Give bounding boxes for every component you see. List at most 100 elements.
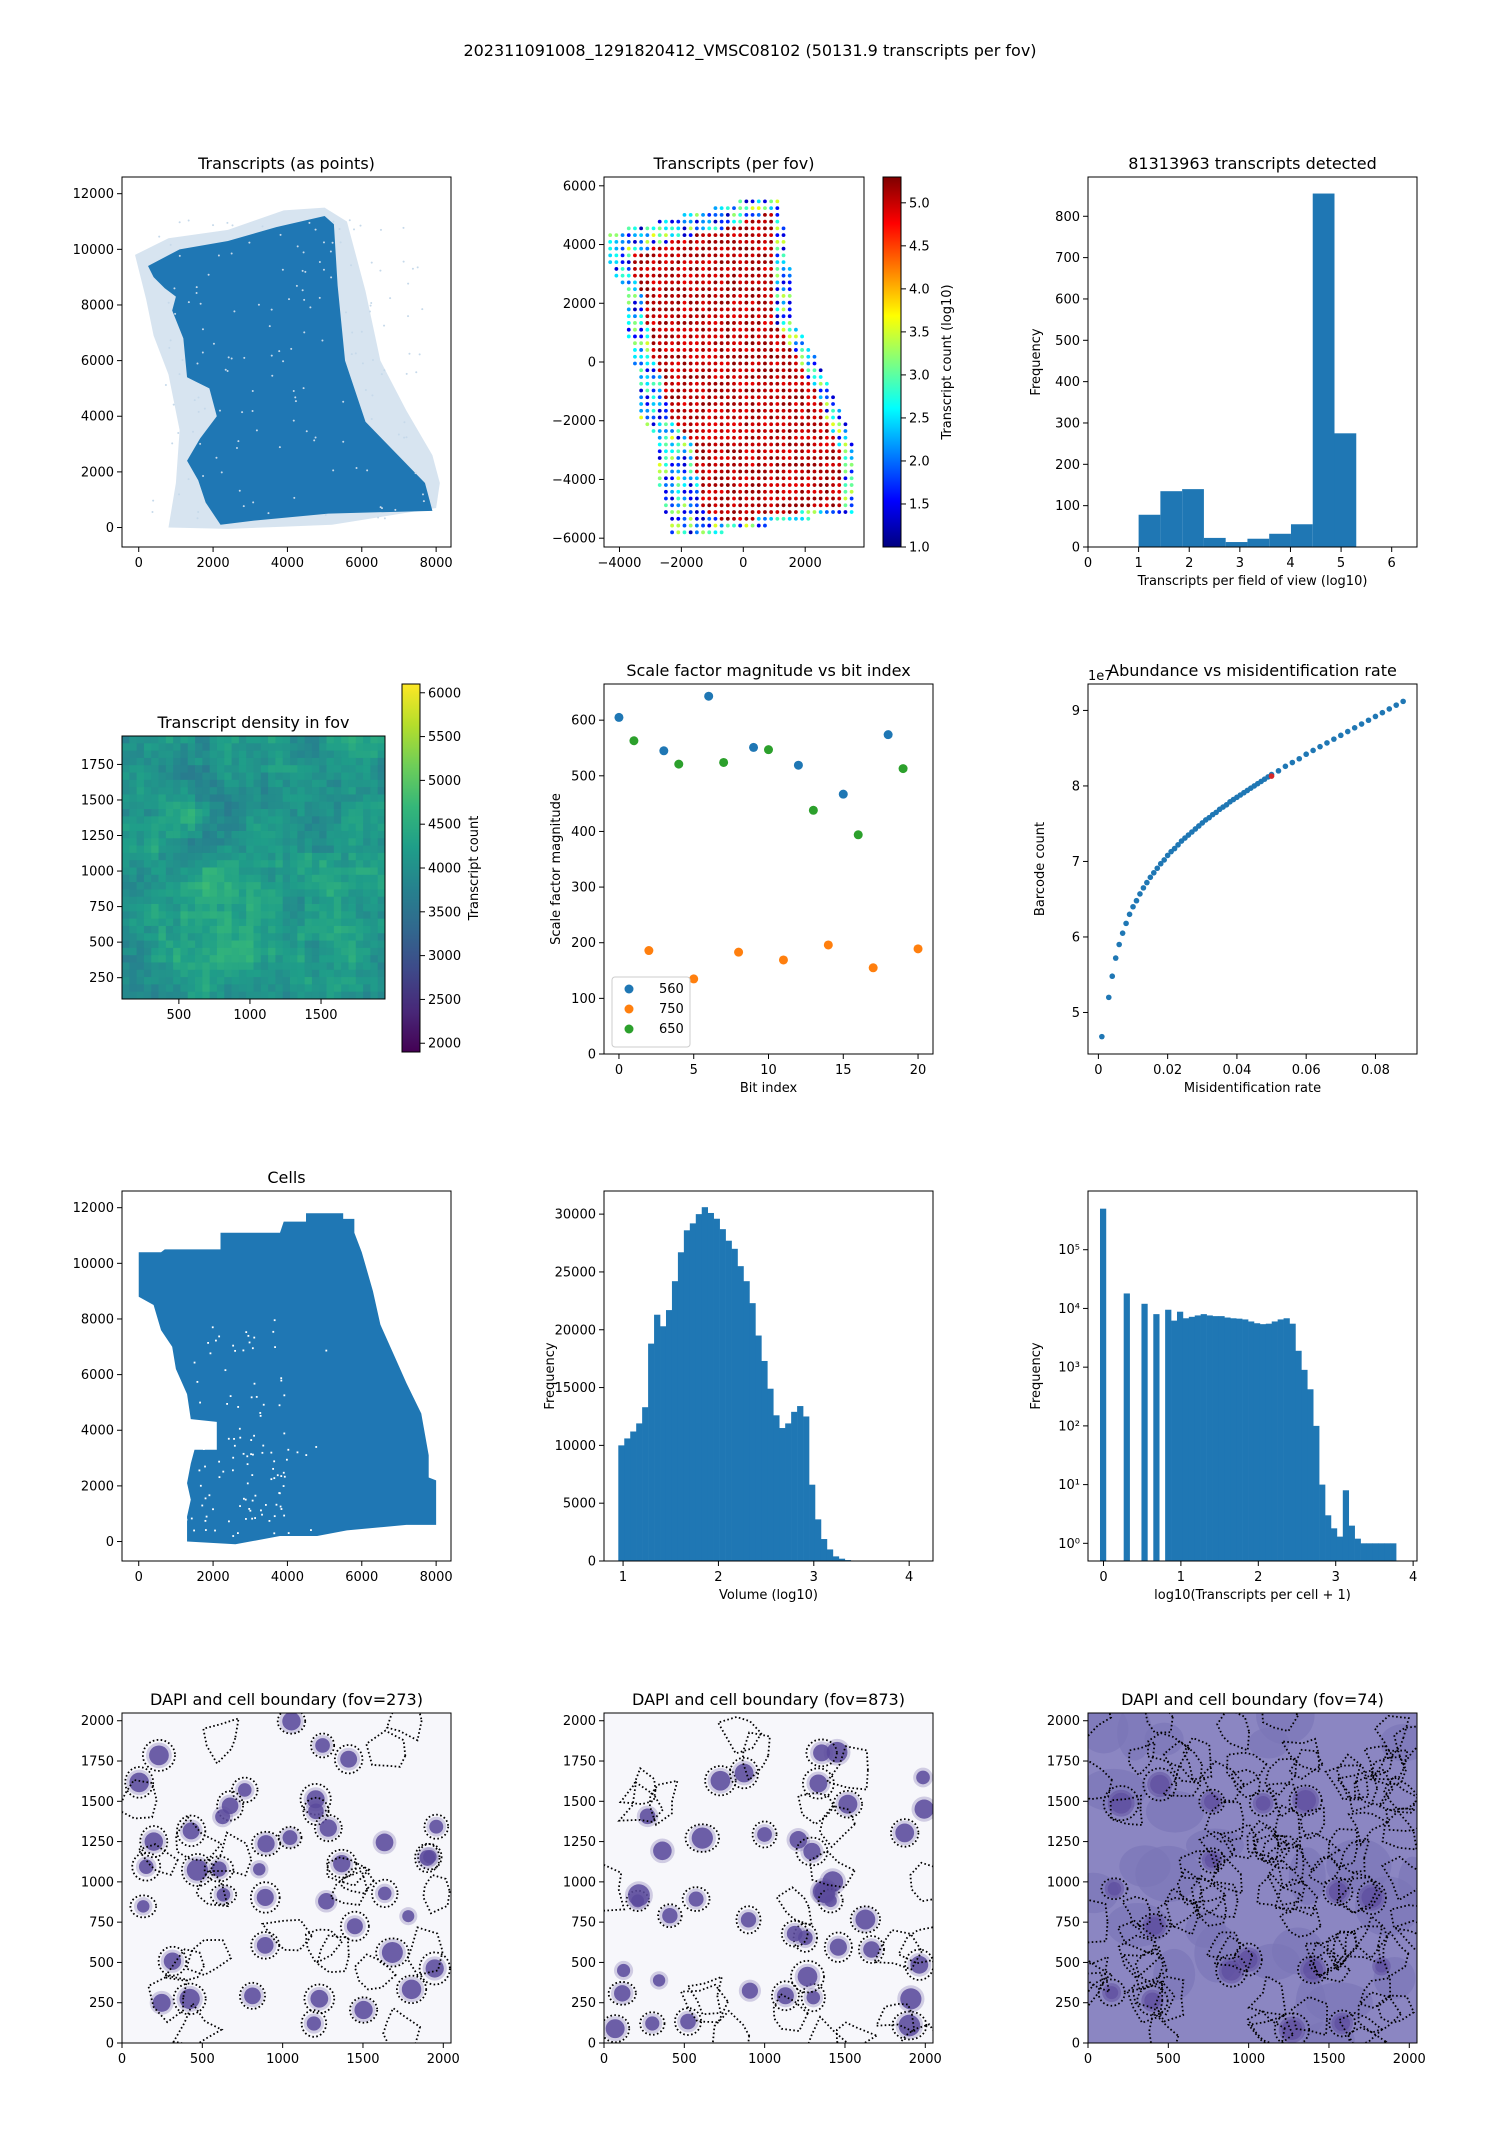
- density-cell: [297, 750, 306, 759]
- fov-point: [843, 510, 848, 514]
- histogram-bar: [797, 1406, 804, 1561]
- density-cell: [231, 787, 240, 795]
- density-cell: [129, 750, 138, 759]
- fov-point: [763, 422, 767, 427]
- density-cell: [224, 838, 232, 846]
- fov-point: [682, 510, 687, 514]
- fov-point: [664, 361, 668, 366]
- fov-point: [707, 287, 712, 292]
- density-cell: [231, 765, 240, 773]
- cell-boundary: [395, 1974, 428, 2005]
- cell-boundary: [1335, 1769, 1379, 1813]
- fov-point: [781, 287, 786, 292]
- fov-point: [670, 239, 674, 244]
- cells-gap: [276, 1474, 279, 1477]
- density-cell: [348, 918, 357, 927]
- density-cell: [136, 743, 145, 752]
- fov-point: [769, 260, 774, 265]
- fov-point: [756, 206, 761, 211]
- barcode-point: [1351, 724, 1358, 731]
- fov-point: [812, 429, 817, 433]
- density-cell: [348, 889, 357, 898]
- fov-point: [719, 442, 724, 447]
- density-cell: [202, 838, 211, 846]
- fov-point: [818, 422, 823, 427]
- density-cell: [202, 750, 211, 759]
- dapi-texture: [1288, 1847, 1326, 1905]
- transcript-point: [408, 352, 411, 355]
- fov-point: [812, 489, 817, 494]
- dapi-nucleus: [354, 2000, 373, 2020]
- fov-point: [732, 496, 736, 501]
- density-cell: [129, 765, 138, 773]
- density-cell: [238, 896, 247, 905]
- density-cell: [275, 765, 284, 773]
- density-cell: [326, 984, 335, 993]
- fov-point: [732, 462, 736, 467]
- colorbar-gradient: [883, 177, 901, 547]
- fov-point: [707, 422, 712, 427]
- dapi-nucleus: [838, 1794, 858, 1814]
- fov-point: [744, 348, 749, 352]
- dapi-nucleus: [1110, 1792, 1132, 1814]
- fov-point: [806, 435, 811, 440]
- density-cell: [260, 801, 269, 810]
- density-cell: [275, 750, 284, 759]
- cells-gap: [283, 1432, 286, 1435]
- fov-point: [794, 469, 798, 474]
- fov-point: [682, 415, 687, 420]
- density-cell: [304, 962, 313, 971]
- dapi-nucleus: [645, 2016, 660, 2031]
- density-cell: [151, 911, 159, 920]
- fov-point: [725, 496, 730, 501]
- chart-title: Transcripts (per fov): [653, 154, 815, 173]
- fov-point: [651, 226, 656, 231]
- fov-point: [651, 395, 656, 400]
- fov-point: [657, 354, 662, 359]
- density-cell: [355, 969, 364, 978]
- density-cell: [326, 750, 335, 759]
- fov-point: [744, 510, 749, 514]
- fov-point: [769, 280, 774, 285]
- transcript-point: [322, 241, 325, 244]
- density-cell: [238, 852, 247, 861]
- density-cell: [348, 801, 357, 810]
- fov-point: [769, 435, 774, 440]
- density-cell: [370, 765, 379, 773]
- fov-point: [763, 348, 767, 352]
- transcript-point: [187, 301, 190, 304]
- fov-point: [756, 388, 761, 393]
- density-cell: [341, 736, 349, 744]
- density-cell: [253, 750, 262, 759]
- fov-point: [781, 280, 786, 285]
- fov-point: [831, 476, 835, 481]
- transcript-point: [248, 241, 251, 244]
- fov-point: [750, 476, 755, 481]
- density-cell: [151, 779, 159, 788]
- fov-point: [744, 375, 749, 379]
- density-cell: [143, 969, 152, 978]
- density-cell: [224, 757, 232, 766]
- density-cell: [209, 750, 218, 759]
- fov-point: [806, 449, 811, 454]
- density-cell: [195, 823, 203, 832]
- fov-point: [682, 408, 687, 413]
- fov-point: [787, 354, 792, 359]
- density-cell: [268, 947, 276, 956]
- density-cell: [326, 779, 335, 788]
- density-cell: [202, 969, 211, 978]
- fov-point: [701, 267, 705, 271]
- fov-point: [781, 368, 786, 373]
- transcript-point: [339, 241, 342, 244]
- density-cell: [333, 904, 342, 912]
- fov-point: [818, 402, 823, 406]
- density-cell: [246, 845, 254, 854]
- density-cell: [136, 991, 145, 1000]
- fov-point: [763, 226, 767, 231]
- cell-boundary: [1233, 1942, 1263, 1977]
- density-cell: [268, 794, 276, 803]
- cell-boundary: [1200, 1881, 1239, 1918]
- fov-point: [800, 395, 804, 400]
- density-cell: [370, 867, 379, 876]
